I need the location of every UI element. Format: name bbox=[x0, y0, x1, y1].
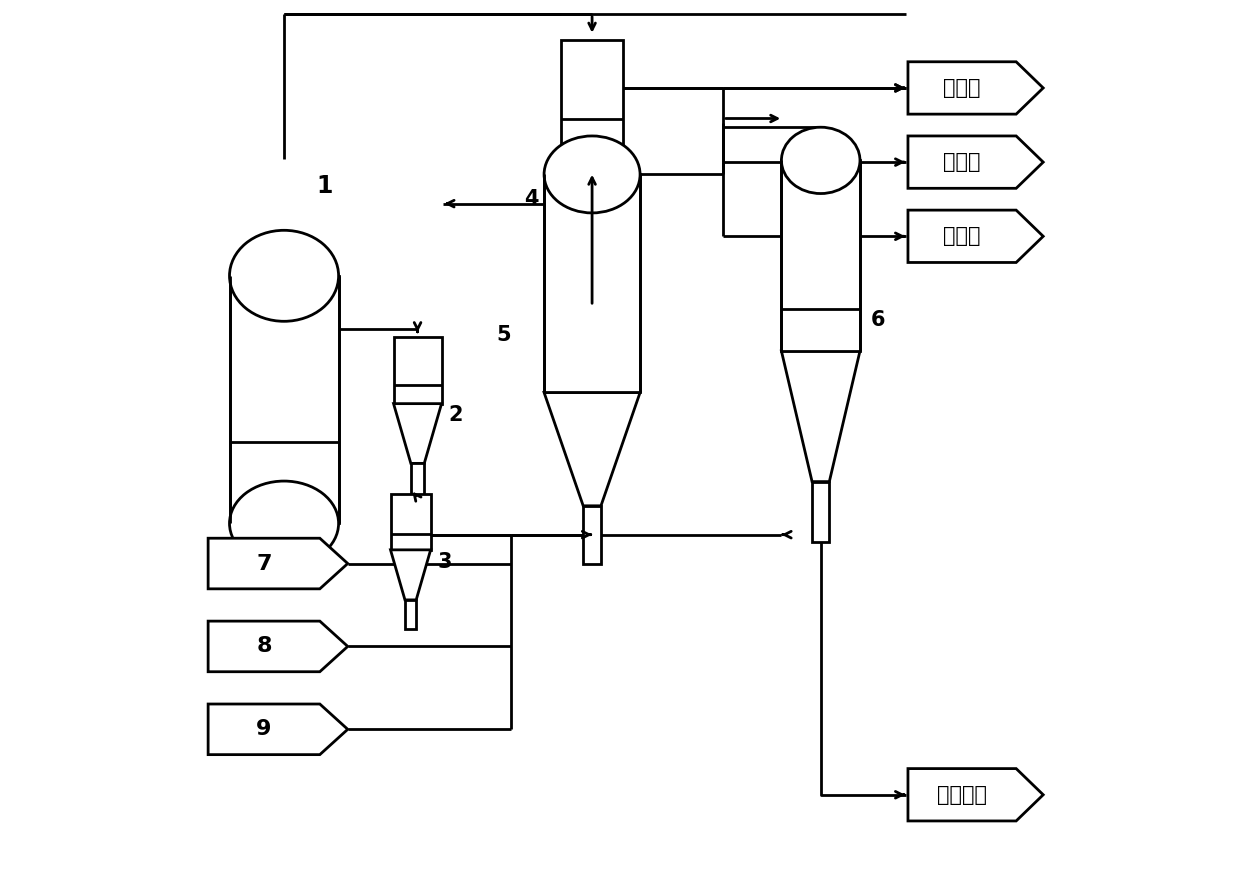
Text: 排放气: 排放气 bbox=[944, 152, 981, 172]
Text: 8: 8 bbox=[257, 636, 272, 656]
Polygon shape bbox=[908, 210, 1043, 262]
Ellipse shape bbox=[229, 481, 339, 565]
Polygon shape bbox=[208, 704, 347, 754]
Bar bbox=[405, 600, 417, 629]
Bar bbox=[583, 249, 601, 306]
Polygon shape bbox=[393, 404, 441, 463]
Ellipse shape bbox=[781, 128, 861, 193]
Bar bbox=[812, 482, 830, 542]
Text: 4: 4 bbox=[525, 189, 538, 209]
Text: 排放气: 排放气 bbox=[944, 226, 981, 246]
Polygon shape bbox=[781, 351, 861, 482]
Bar bbox=[391, 494, 430, 550]
Text: 1: 1 bbox=[316, 174, 334, 198]
Ellipse shape bbox=[229, 231, 339, 322]
Polygon shape bbox=[208, 538, 347, 589]
Text: 7: 7 bbox=[257, 553, 272, 573]
Text: 3: 3 bbox=[438, 552, 453, 572]
Bar bbox=[560, 40, 624, 150]
Polygon shape bbox=[908, 62, 1043, 114]
Polygon shape bbox=[208, 621, 347, 672]
Ellipse shape bbox=[544, 136, 640, 213]
Text: 排放气: 排放气 bbox=[944, 78, 981, 98]
Text: 5: 5 bbox=[496, 325, 511, 345]
Text: 脱气产品: 脱气产品 bbox=[937, 785, 987, 805]
Bar bbox=[229, 276, 339, 524]
Bar bbox=[781, 161, 861, 351]
Text: 9: 9 bbox=[257, 719, 272, 739]
Bar bbox=[393, 336, 441, 404]
Polygon shape bbox=[391, 550, 430, 600]
Text: 6: 6 bbox=[870, 310, 885, 330]
Bar bbox=[410, 463, 424, 498]
Bar bbox=[583, 506, 601, 564]
Text: 2: 2 bbox=[449, 405, 463, 425]
Polygon shape bbox=[908, 768, 1043, 821]
Polygon shape bbox=[908, 136, 1043, 188]
Polygon shape bbox=[544, 392, 640, 506]
Bar bbox=[544, 175, 640, 392]
Polygon shape bbox=[560, 150, 624, 249]
